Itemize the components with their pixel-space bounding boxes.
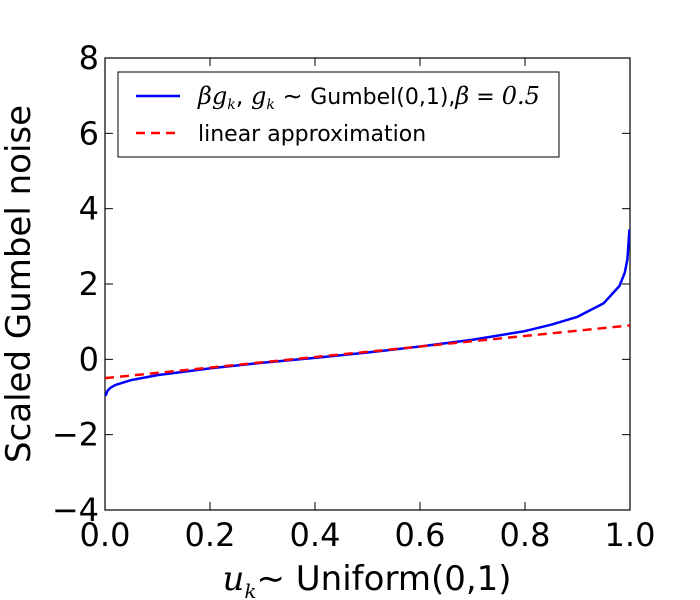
y-ticks: −4 −2 0 2 4 6 8 [52,39,630,529]
x-axis-label: uk∼ Uniform(0,1) [222,559,511,600]
legend-label-gumbel: βgk, gk ∼ Gumbel(0,1),β = 0.5 [197,82,540,113]
legend-label-linear: linear approximation [198,122,426,147]
series-layer [105,229,630,397]
x-tick-label: 0.0 [80,516,131,554]
x-ticks: 0.0 0.2 0.4 0.6 0.8 1.0 [80,58,656,554]
y-axis-label: Scaled Gumbel noise [0,105,39,463]
y-tick-label: 4 [79,190,99,228]
x-tick-label: 1.0 [605,516,656,554]
legend-box [117,71,560,158]
x-tick-label: 0.4 [290,516,341,554]
x-tick-label: 0.8 [500,516,551,554]
series-line-linear [105,324,630,380]
y-tick-label: 0 [79,340,99,378]
y-tick-label: −4 [52,491,99,529]
legend: βgk, gk ∼ Gumbel(0,1),β = 0.5 linear app… [117,71,560,158]
y-tick-label: 6 [79,114,99,152]
y-tick-label: 2 [79,265,99,303]
x-tick-label: 0.6 [395,516,446,554]
x-tick-label: 0.2 [185,516,236,554]
y-tick-label: 8 [79,39,99,77]
y-tick-label: −2 [52,416,99,454]
